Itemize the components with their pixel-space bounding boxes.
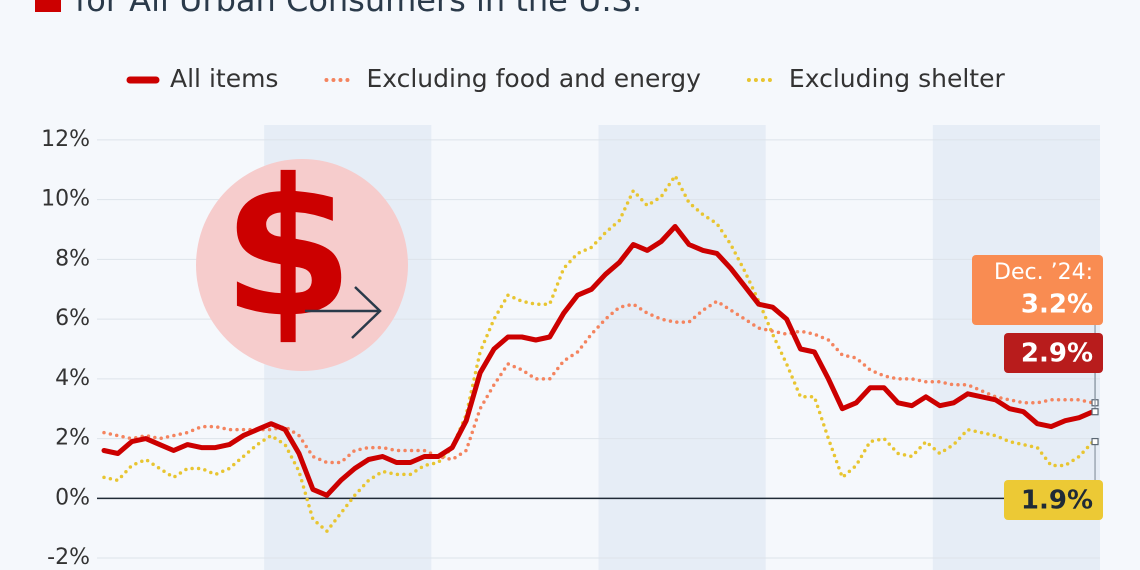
series-line — [102, 299, 1095, 465]
chart-title: for All Urban Consumers in the U.S. — [75, 0, 642, 19]
annotation: Dec. ’24: — [994, 260, 1093, 285]
label-box — [1004, 480, 1103, 520]
end-labels: Dec. ’24: 3.2% 2.9% 1.9% — [972, 255, 1103, 520]
series-line — [102, 174, 1095, 533]
year-bands — [264, 125, 1100, 570]
y-tick-label: 4% — [55, 366, 90, 391]
series-line — [101, 224, 1096, 498]
y-tick-label: 2% — [55, 426, 90, 451]
y-tick-label: 12% — [41, 127, 90, 152]
label-point — [1091, 408, 1099, 416]
y-tick-label: 8% — [55, 246, 90, 271]
grid: -2% 0% 2% 4% 6% 8% 10% 12% — [41, 127, 1100, 570]
legend-label: Excluding shelter — [789, 64, 1006, 93]
y-tick-label: 10% — [41, 187, 90, 212]
value-label: 2.9% — [1021, 339, 1093, 369]
legend-label: All items — [170, 64, 278, 93]
svg-text:$: $ — [222, 138, 354, 359]
value-label: 3.2% — [1021, 290, 1093, 320]
value-label: 1.9% — [1021, 486, 1093, 516]
plot — [101, 174, 1096, 533]
label-box — [972, 255, 1103, 325]
year-band — [598, 125, 766, 570]
label-point — [1091, 437, 1099, 446]
legend: All items Excluding food and energy Exclud… — [126, 64, 1006, 93]
legend-label: Excluding food and energy — [366, 64, 701, 93]
y-tick-label: -2% — [47, 545, 90, 570]
title-marker — [35, 0, 61, 12]
dollar-icon: $ — [196, 138, 408, 371]
y-tick-label: 6% — [55, 306, 90, 331]
label-box — [1004, 333, 1103, 373]
y-tick-label: 0% — [55, 485, 90, 510]
